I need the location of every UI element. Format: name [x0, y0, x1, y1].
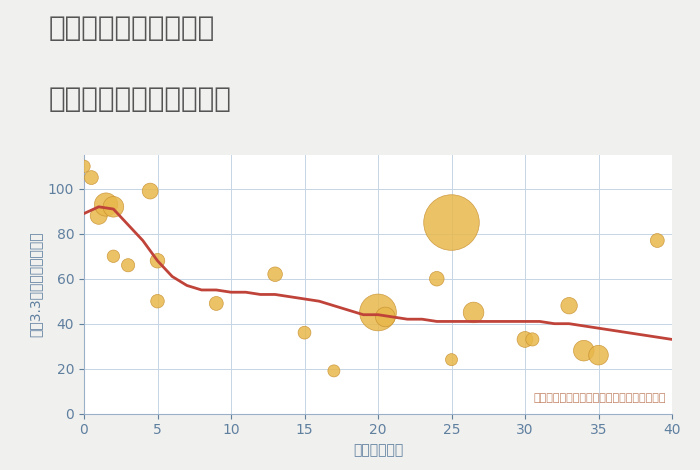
Point: [85, 174, 97, 181]
Point: [328, 367, 339, 375]
Point: [270, 270, 281, 278]
Point: [578, 347, 589, 354]
Point: [372, 309, 384, 316]
Point: [101, 201, 112, 208]
Text: 築年数別中古戸建て価格: 築年数別中古戸建て価格: [49, 85, 232, 113]
Point: [446, 219, 457, 226]
Point: [211, 300, 222, 307]
Point: [299, 329, 310, 337]
Point: [144, 188, 155, 195]
Text: 福岡県古賀市小山田の: 福岡県古賀市小山田の: [49, 14, 216, 42]
Point: [446, 356, 457, 363]
Point: [108, 203, 119, 211]
Point: [564, 302, 575, 309]
Point: [108, 252, 119, 260]
Point: [152, 298, 163, 305]
X-axis label: 築年数（年）: 築年数（年）: [353, 443, 403, 457]
Point: [93, 212, 104, 219]
Point: [468, 309, 479, 316]
Point: [652, 237, 663, 244]
Point: [527, 336, 538, 343]
Point: [519, 336, 531, 343]
Point: [122, 261, 134, 269]
Point: [152, 257, 163, 265]
Y-axis label: 坪（3.3㎡）単価（万円）: 坪（3.3㎡）単価（万円）: [28, 232, 42, 337]
Point: [431, 275, 442, 282]
Text: 円の大きさは、取引のあった物件面積を示す: 円の大きさは、取引のあった物件面積を示す: [533, 393, 666, 403]
Point: [379, 313, 391, 321]
Point: [78, 163, 90, 170]
Point: [593, 352, 604, 359]
